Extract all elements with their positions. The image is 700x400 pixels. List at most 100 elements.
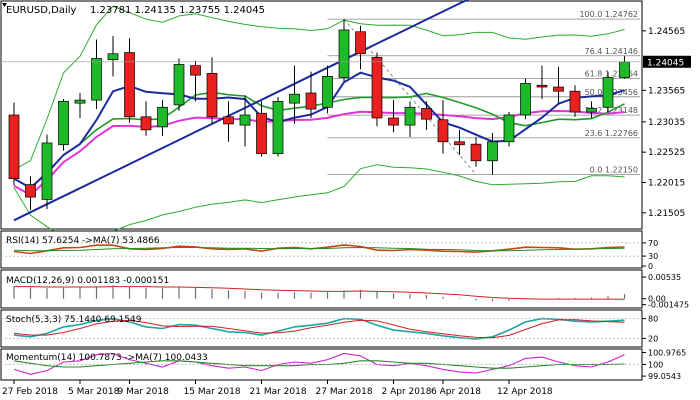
stoch-panel-border	[0, 309, 643, 348]
bear-candle	[454, 141, 465, 146]
rsi-panel: RSI(14) 57.6254 ->MA(7) 53.4866 70 300	[0, 230, 658, 271]
bull-candle	[91, 58, 102, 101]
bear-candle	[305, 92, 317, 110]
fibonacci-trendline	[343, 18, 477, 175]
axis-tick-label: -0.001475	[648, 301, 689, 310]
fib-level-label: 23.6 1.22766	[585, 129, 638, 138]
momentum-label: Momentum(14) 100.7873 ->MA(7) 100.0433	[6, 353, 208, 363]
bollinger-lower-line	[13, 164, 625, 238]
price-tick-label: 1.21505	[648, 209, 685, 219]
bull-candle	[520, 83, 531, 116]
macd-series	[13, 285, 626, 302]
stoch-panel: Stoch(5,3,3) 75.1440 69.1549 80 20	[0, 309, 658, 348]
rsi-lines	[1, 242, 642, 257]
macd-panel-border	[0, 269, 643, 309]
axis-tick-label: 0.00535	[648, 273, 681, 282]
ma-mid-line	[13, 91, 625, 189]
date-tick-label: 21 Mar 2018	[250, 387, 307, 397]
price-tick-label: 1.22525	[648, 148, 685, 158]
bull-candle	[157, 106, 168, 128]
fib-level-label: 0.0 1.22150	[590, 165, 638, 174]
bear-candle	[569, 90, 581, 113]
axis-tick-label: 0	[648, 262, 653, 271]
bull-candle	[107, 53, 119, 61]
stoch-label: Stoch(5,3,3) 75.1440 69.1549	[6, 315, 142, 325]
bull-candle	[41, 142, 53, 200]
bull-candle	[272, 100, 284, 155]
price-tick-label: 1.24565	[648, 27, 685, 37]
bull-candle	[289, 93, 300, 104]
price-axis: 1.24565 1.23565 1.23035 1.22525 1.22015 1.215…	[1, 27, 691, 219]
bear-candle	[421, 108, 432, 120]
date-tick-label: 15 Mar 2018	[184, 387, 241, 397]
bear-candle	[206, 73, 218, 118]
bull-candle	[74, 99, 86, 104]
date-tick-label: 27 Feb 2018	[2, 387, 58, 397]
bull-candle	[586, 108, 597, 113]
bear-candle	[124, 52, 135, 118]
rsi-label: RSI(14) 57.6254 ->MA(7) 53.4866	[6, 236, 160, 246]
axis-tick-label: 70	[648, 239, 658, 248]
momentum-axis: 100.9765 100 99.0543	[642, 349, 686, 381]
current-price-box	[643, 55, 691, 68]
long-term-ma-line	[13, 0, 470, 222]
date-tick-label: 5 Mar 2018	[68, 387, 120, 397]
bollinger-upper-line	[13, 5, 625, 171]
rsi-axis: 70 300	[642, 239, 658, 271]
symbol-title: EURUSD,Daily	[6, 5, 77, 16]
candles	[8, 19, 630, 211]
axis-tick-label: 100	[648, 361, 663, 370]
bull-candle	[503, 114, 515, 143]
bull-candle	[602, 77, 614, 108]
bear-candle	[536, 84, 548, 88]
bear-candle	[25, 184, 36, 198]
bear-candle	[470, 143, 482, 162]
bear-candle	[553, 86, 564, 92]
bear-candle	[140, 116, 152, 131]
date-tick-label: 12 Apr 2018	[497, 387, 553, 397]
price-tick-label: 1.23565	[648, 86, 685, 96]
fib-level-label: 100.0 1.24762	[579, 10, 638, 19]
axis-tick-label: 30	[648, 252, 658, 261]
momentum-line	[13, 352, 625, 375]
collapse-triangle-icon[interactable]	[2, 3, 7, 7]
axis-tick-label: 99.0543	[648, 372, 681, 381]
stoch-d-line	[13, 319, 625, 339]
bollinger-bands	[13, 5, 625, 238]
axis-tick-label: 100.9765	[648, 349, 686, 358]
macd-axis: 0.00535 0.00-0.001475	[642, 273, 689, 310]
current-price-label: 1.24045	[647, 58, 684, 68]
macd-label: MACD(12,26,9) 0.001183 -0.000151	[6, 276, 169, 286]
bull-candle	[239, 114, 251, 126]
date-tick-label: 27 Mar 2018	[316, 387, 373, 397]
momentum-ma-line	[13, 360, 625, 369]
bull-candle	[404, 106, 416, 126]
bear-candle	[437, 119, 449, 143]
bear-candle	[190, 65, 201, 76]
stoch-lines	[1, 317, 642, 340]
bear-candle	[223, 116, 234, 125]
date-tick-label: 2 Apr 2018	[382, 387, 432, 397]
fib-level-label: 61.8 1.23764	[585, 69, 638, 78]
bear-candle	[371, 56, 383, 119]
momentum-panel: Momentum(14) 100.7873 ->MA(7) 100.0433 1…	[0, 348, 686, 381]
axis-tick-label: 80	[648, 315, 658, 324]
date-tick-label: 9 Mar 2018	[118, 387, 170, 397]
price-tick-label: 1.22015	[648, 179, 685, 189]
stoch-k-line	[13, 317, 625, 340]
bull-candle	[58, 100, 69, 146]
bear-candle	[355, 31, 366, 55]
price-tick-label: 1.23035	[648, 118, 685, 128]
bull-candle	[173, 64, 185, 106]
bear-candle	[388, 117, 399, 126]
momentum-lines	[1, 352, 642, 375]
bear-candle	[8, 114, 20, 179]
axis-tick-label: 0.00	[648, 295, 666, 304]
bull-candle	[487, 141, 498, 162]
bull-candle	[338, 29, 350, 78]
rsi-ma-line	[13, 246, 625, 252]
fib-level-label: 76.4 1.24146	[585, 47, 638, 56]
bull-candle	[322, 75, 333, 108]
